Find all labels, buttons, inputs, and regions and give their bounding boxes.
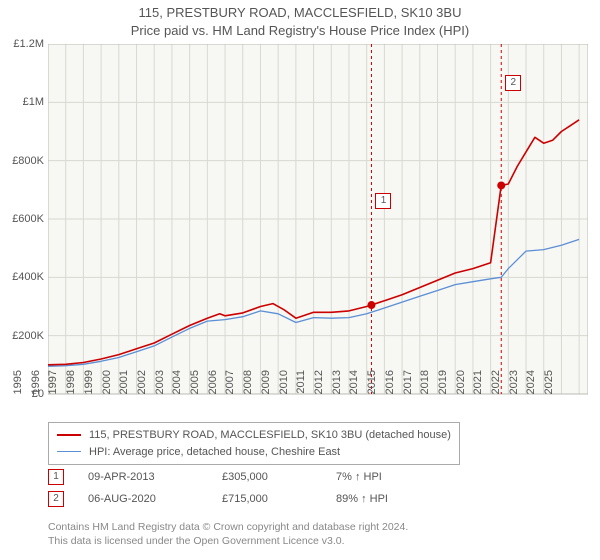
x-tick-label: 2003 (154, 370, 166, 410)
legend-swatch (57, 451, 81, 452)
y-tick-label: £800K (12, 155, 44, 167)
price-chart: £0£200K£400K£600K£800K£1M£1.2M 199519961… (48, 44, 588, 414)
x-tick-label: 2002 (136, 370, 148, 410)
x-tick-label: 2013 (331, 370, 343, 410)
x-tick-label: 2015 (366, 370, 378, 410)
x-tick-label: 1996 (30, 370, 42, 410)
sale-price: £305,000 (222, 471, 312, 483)
x-tick-label: 1999 (83, 370, 95, 410)
title-line1: 115, PRESTBURY ROAD, MACCLESFIELD, SK10 … (0, 4, 600, 22)
legend-label: HPI: Average price, detached house, Ches… (89, 444, 340, 461)
legend-label: 115, PRESTBURY ROAD, MACCLESFIELD, SK10 … (89, 427, 451, 444)
x-tick-label: 1998 (65, 370, 77, 410)
sale-row-marker: 1 (48, 469, 64, 485)
legend: 115, PRESTBURY ROAD, MACCLESFIELD, SK10 … (48, 422, 460, 465)
sale-row: 2 06-AUG-2020 £715,000 89% ↑ HPI (48, 488, 588, 510)
x-tick-label: 2001 (118, 370, 130, 410)
x-tick-label: 2018 (419, 370, 431, 410)
title-line2: Price paid vs. HM Land Registry's House … (0, 22, 600, 40)
sales-table: 1 09-APR-2013 £305,000 7% ↑ HPI 2 06-AUG-2020… (48, 466, 588, 510)
y-tick-label: £1.2M (13, 38, 44, 50)
y-tick-label: £600K (12, 213, 44, 225)
sale-price: £715,000 (222, 493, 312, 505)
x-tick-label: 2000 (101, 370, 113, 410)
x-tick-label: 2005 (189, 370, 201, 410)
x-tick-label: 2004 (171, 370, 183, 410)
x-tick-label: 2019 (437, 370, 449, 410)
footer-line1: Contains HM Land Registry data © Crown c… (48, 520, 408, 534)
chart-svg (48, 44, 588, 414)
sale-row: 1 09-APR-2013 £305,000 7% ↑ HPI (48, 466, 588, 488)
x-tick-label: 1995 (12, 370, 24, 410)
x-tick-label: 2024 (525, 370, 537, 410)
y-tick-label: £200K (12, 330, 44, 342)
chart-title: 115, PRESTBURY ROAD, MACCLESFIELD, SK10 … (0, 0, 600, 39)
y-tick-label: £1M (23, 96, 44, 108)
y-tick-label: £400K (12, 271, 44, 283)
x-tick-label: 2023 (508, 370, 520, 410)
x-tick-label: 2021 (472, 370, 484, 410)
x-tick-label: 2020 (455, 370, 467, 410)
x-tick-label: 2017 (402, 370, 414, 410)
sale-date: 06-AUG-2020 (88, 493, 198, 505)
x-tick-label: 2014 (348, 370, 360, 410)
x-tick-label: 2011 (295, 370, 307, 410)
sale-row-marker: 2 (48, 491, 64, 507)
x-tick-label: 1997 (47, 370, 59, 410)
x-tick-label: 2009 (260, 370, 272, 410)
x-tick-label: 2016 (384, 370, 396, 410)
x-tick-label: 2008 (242, 370, 254, 410)
legend-item: 115, PRESTBURY ROAD, MACCLESFIELD, SK10 … (57, 427, 451, 444)
sale-marker-2: 2 (505, 75, 521, 91)
x-tick-label: 2012 (313, 370, 325, 410)
x-tick-label: 2006 (207, 370, 219, 410)
x-tick-label: 2007 (224, 370, 236, 410)
x-tick-label: 2022 (490, 370, 502, 410)
legend-swatch (57, 434, 81, 436)
sale-date: 09-APR-2013 (88, 471, 198, 483)
sale-delta: 89% ↑ HPI (336, 493, 426, 505)
legend-item: HPI: Average price, detached house, Ches… (57, 444, 451, 461)
sale-delta: 7% ↑ HPI (336, 471, 426, 483)
footer-line2: This data is licensed under the Open Gov… (48, 534, 408, 548)
x-tick-label: 2025 (543, 370, 555, 410)
footer-attribution: Contains HM Land Registry data © Crown c… (48, 520, 408, 548)
x-tick-label: 2010 (278, 370, 290, 410)
sale-marker-1: 1 (375, 193, 391, 209)
